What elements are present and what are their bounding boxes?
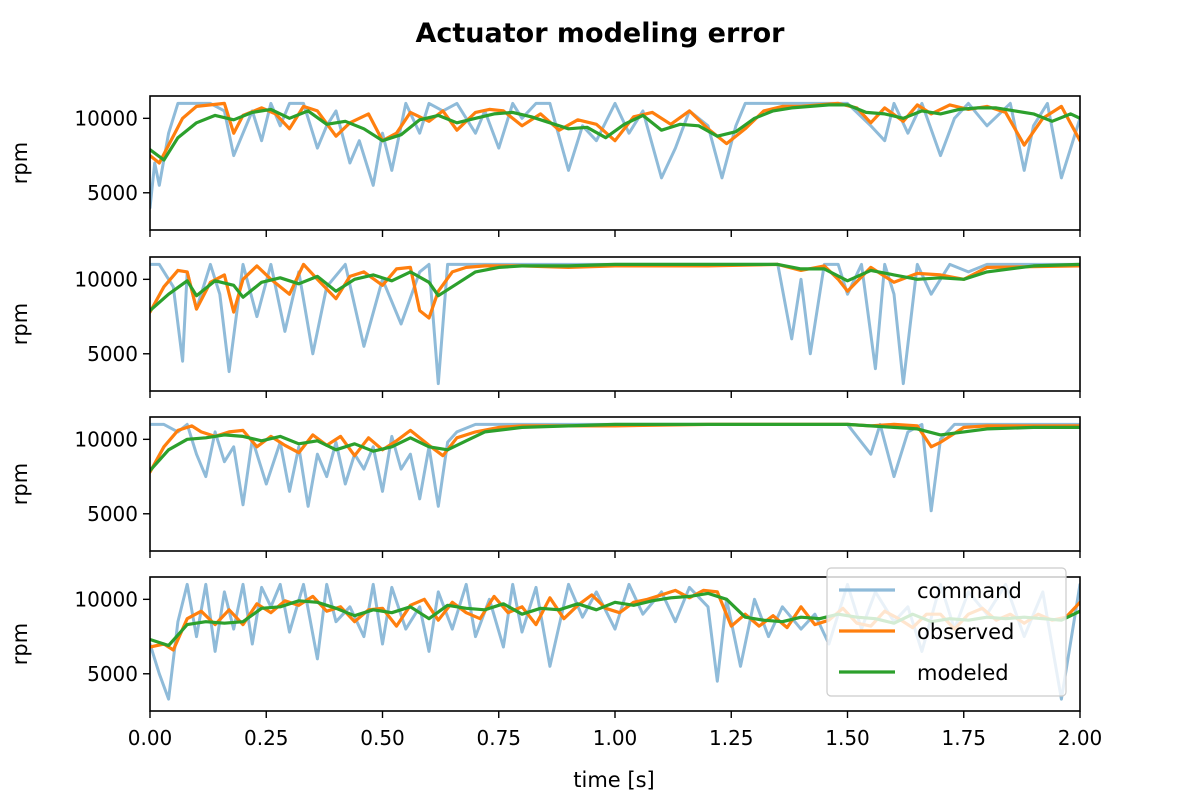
series-modeled-line: [150, 422, 1080, 473]
series-observed-line: [150, 422, 1080, 474]
x-tick-label: 0.25: [244, 726, 289, 750]
series-observed-line: [150, 262, 1080, 320]
series-modeled-line: [150, 103, 1080, 162]
panel-2: 5000 10000 rpm: [8, 256, 1081, 398]
x-tick-label: 1.25: [709, 726, 754, 750]
y-axis-label: rpm: [8, 623, 32, 665]
y-axis-label: rpm: [8, 142, 32, 184]
panel-1: 5000 10000 rpm: [8, 95, 1081, 237]
y-axis-label: rpm: [8, 463, 32, 505]
y-tick-label: 5000: [87, 342, 138, 366]
y-tick-label: 5000: [87, 662, 138, 686]
panel-frame: [149, 95, 1081, 231]
y-tick-label: 10000: [74, 106, 138, 130]
x-tick-label: 1.50: [825, 726, 870, 750]
legend: command observed modeled: [826, 567, 1067, 697]
panel-3: 5000 10000 rpm: [8, 416, 1081, 558]
x-tick-label: 1.75: [941, 726, 986, 750]
legend-box: [826, 567, 1067, 697]
x-tick-label: 0.50: [360, 726, 405, 750]
y-axis-label: rpm: [8, 303, 32, 345]
legend-label-modeled: modeled: [917, 661, 1009, 685]
series-modeled-line: [150, 262, 1080, 313]
panels: 500010000rpm500010000rpm500010000rpm5000…: [8, 95, 1103, 750]
y-tick-label: 5000: [87, 502, 138, 526]
x-tick-label: 0.75: [476, 726, 521, 750]
x-tick-label: 0.00: [128, 726, 173, 750]
legend-label-command: command: [917, 579, 1022, 603]
panel-4: 5000 10000 0.00 0.25 0.50 0.75 1.00 1.25 1.50 1.7…: [8, 576, 1103, 750]
y-tick-label: 10000: [74, 587, 138, 611]
y-tick-label: 10000: [74, 427, 138, 451]
y-tick-label: 10000: [74, 267, 138, 291]
x-axis-label: time [s]: [573, 768, 654, 792]
series-command-line: [150, 422, 1080, 513]
x-tick-label: 1.00: [593, 726, 638, 750]
y-tick-label: 5000: [87, 181, 138, 205]
legend-label-observed: observed: [917, 620, 1014, 644]
x-tick-label: 2.00: [1058, 726, 1103, 750]
chart-title: Actuator modeling error: [415, 18, 785, 49]
